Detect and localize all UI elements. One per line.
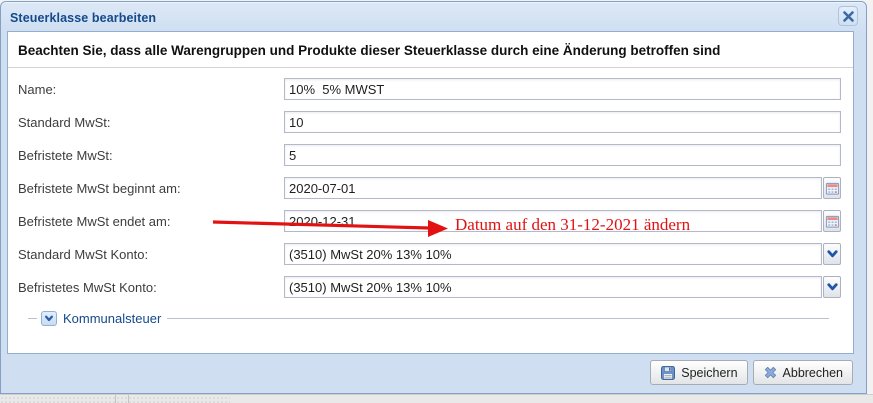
mwst-end-date-picker-button[interactable] [823, 210, 841, 232]
befristetes-mwst-konto-input[interactable] [284, 276, 822, 298]
befristetes-mwst-konto-label: Befristetes MwSt Konto: [18, 279, 157, 295]
cancel-x-icon [764, 366, 776, 379]
name-input[interactable] [284, 78, 841, 100]
mwst-start-date-label: Befristete MwSt beginnt am: [18, 180, 181, 196]
edit-tax-class-dialog: Steuerklasse bearbeiten Beachten Sie, da… [0, 1, 867, 394]
mwst-start-date-picker-button[interactable] [823, 177, 841, 199]
form-row-standard-mwst: Standard MwSt: [18, 111, 841, 133]
kommunalsteuer-label: Kommunalsteuer [63, 310, 162, 326]
fieldset-line-right [167, 317, 829, 319]
save-button-label: Speichern [681, 365, 738, 380]
kommunalsteuer-fieldset: Kommunalsteuer [28, 310, 829, 326]
befristete-mwst-input[interactable] [284, 144, 841, 166]
close-button[interactable] [838, 6, 858, 26]
mwst-start-date-input[interactable] [284, 177, 822, 199]
cancel-button-label: Abbrechen [782, 365, 843, 380]
dialog-footer: Speichern Abbrechen [650, 360, 853, 385]
save-icon [661, 365, 676, 380]
background-grid-strip [0, 394, 873, 403]
dialog-title: Steuerklasse bearbeiten [10, 11, 157, 25]
warning-text: Beachten Sie, dass alle Warengruppen und… [8, 32, 853, 68]
close-icon [842, 10, 854, 22]
form-row-befristete-mwst: Befristete MwSt: [18, 144, 841, 166]
form-row-befristetes-mwst-konto: Befristetes MwSt Konto: [18, 276, 841, 298]
cancel-button[interactable]: Abbrechen [752, 360, 853, 385]
kommunalsteuer-expand-button[interactable] [41, 310, 57, 326]
form-row-mwst-start-date: Befristete MwSt beginnt am: [18, 177, 841, 199]
standard-mwst-konto-input[interactable] [284, 243, 822, 265]
form-row-name: Name: [18, 78, 841, 100]
calendar-icon [825, 182, 839, 195]
chevron-down-icon [45, 315, 54, 321]
mwst-end-date-label: Befristete MwSt endet am: [18, 213, 171, 229]
standard-mwst-input[interactable] [284, 111, 841, 133]
standard-mwst-konto-label: Standard MwSt Konto: [18, 246, 149, 262]
tax-class-form: Name: Standard MwSt: Befristete MwSt: [8, 68, 853, 326]
dialog-titlebar: Steuerklasse bearbeiten [1, 2, 866, 30]
calendar-icon [825, 215, 839, 228]
form-row-standard-mwst-konto: Standard MwSt Konto: [18, 243, 841, 265]
befristete-mwst-label: Befristete MwSt: [18, 147, 113, 163]
befristetes-mwst-konto-dropdown-button[interactable] [823, 276, 841, 298]
form-row-mwst-end-date: Befristete MwSt endet am: [18, 210, 841, 232]
name-label: Name: [18, 81, 57, 97]
standard-mwst-label: Standard MwSt: [18, 114, 111, 130]
mwst-end-date-input[interactable] [284, 210, 822, 232]
standard-mwst-konto-dropdown-button[interactable] [823, 243, 841, 265]
chevron-down-icon [826, 283, 838, 291]
chevron-down-icon [826, 250, 838, 258]
save-button[interactable]: Speichern [650, 360, 748, 385]
fieldset-line-left [28, 317, 37, 319]
dialog-body: Beachten Sie, dass alle Warengruppen und… [7, 31, 854, 354]
